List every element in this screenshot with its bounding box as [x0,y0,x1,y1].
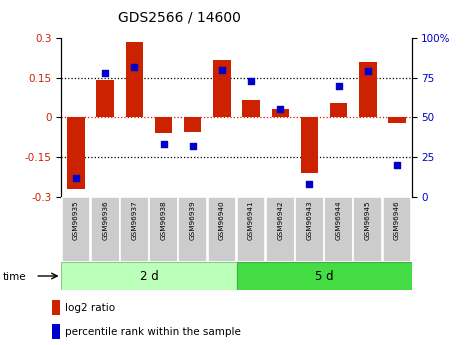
Bar [149,197,178,262]
Text: 2 d: 2 d [140,269,158,283]
Bar [353,197,382,262]
Bar [383,197,411,262]
Bar [61,262,236,290]
Text: GSM96935: GSM96935 [73,200,79,239]
Bar [91,197,120,262]
Text: GSM96937: GSM96937 [131,200,138,239]
Point [247,78,255,83]
Bar [62,197,90,262]
Bar [213,60,231,117]
Bar [96,80,114,117]
Bar [359,62,377,117]
Bar [237,197,265,262]
Point [393,162,401,168]
Text: GSM96942: GSM96942 [277,200,283,239]
Text: log2 ratio: log2 ratio [65,303,115,313]
Text: GSM96944: GSM96944 [335,200,342,239]
Text: GSM96939: GSM96939 [190,200,196,239]
Bar [120,197,149,262]
Bar [301,117,318,173]
Point [306,181,313,187]
Bar [52,300,60,315]
Bar [126,42,143,117]
Text: time: time [2,272,26,282]
Bar [272,109,289,117]
Bar [388,117,406,122]
Text: GSM96945: GSM96945 [365,200,371,239]
Bar [52,324,60,339]
Bar [208,197,236,262]
Point [276,107,284,112]
Bar [330,103,347,117]
Bar [178,197,207,262]
Text: GSM96940: GSM96940 [219,200,225,239]
Point [364,69,372,74]
Point [218,67,226,72]
Bar [295,197,324,262]
Point [189,143,197,149]
Bar [242,100,260,117]
Bar [155,117,172,133]
Bar [184,117,201,132]
Bar [266,197,295,262]
Bar [236,262,412,290]
Point [160,141,167,147]
Point [101,70,109,76]
Text: GSM96941: GSM96941 [248,200,254,239]
Point [335,83,342,88]
Bar [67,117,85,189]
Point [131,64,138,69]
Point [72,175,80,180]
Text: GDS2566 / 14600: GDS2566 / 14600 [118,10,241,24]
Text: 5 d: 5 d [315,269,333,283]
Text: GSM96946: GSM96946 [394,200,400,239]
Text: GSM96943: GSM96943 [307,200,313,239]
Text: GSM96938: GSM96938 [160,200,166,239]
Text: GSM96936: GSM96936 [102,200,108,239]
Bar [324,197,353,262]
Text: percentile rank within the sample: percentile rank within the sample [65,327,241,336]
